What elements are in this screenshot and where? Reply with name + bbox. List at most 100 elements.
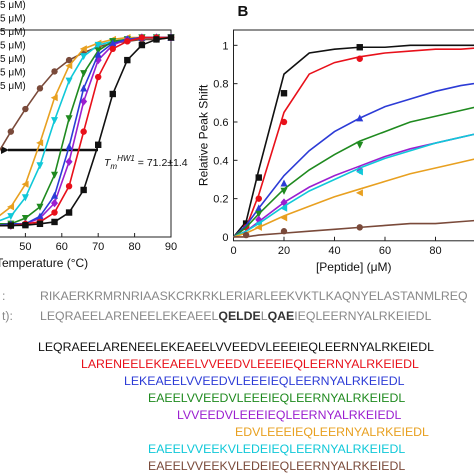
point [255,195,262,202]
sequence-segment: IEQLEERNYALRKEIEDL [294,309,431,323]
point [280,90,288,97]
legend-entry: 5 μM) [0,27,26,38]
sequence: EAEELVVEEDVLEEEIEQLEERNYALRKEIEDL [148,391,405,405]
y-tick-label: 0.6 [213,117,228,129]
x-tick-label: 60 [56,241,68,253]
point [95,141,102,148]
point [280,179,288,187]
point [124,38,131,45]
fit-curve [233,219,474,238]
fit-curve [233,158,474,238]
point [65,209,73,216]
point [7,222,15,229]
x-tick-label: 0 [230,245,236,257]
point [355,189,363,197]
point [22,105,29,113]
sequence-prefix: : [2,289,5,303]
point [51,218,58,226]
annotation-sub: m [110,162,117,171]
point [109,39,117,47]
plot-frame [0,29,172,238]
sequence-segment: QELDE [218,309,260,323]
x-tick-label: 50 [19,241,31,253]
y-tick-label: 0.2 [213,194,228,206]
point [21,194,29,202]
point [167,34,175,41]
point [355,168,363,176]
point [51,191,59,199]
sequence: EDVLEEEIEQLEERNYALRKEIEDL [235,425,429,439]
point [94,50,102,58]
sequence-segment: RIKAERKRMRNRIAASKCRKRKLERIARLEEKVKTLKAQN… [40,289,468,303]
point [280,198,288,207]
point [51,68,58,75]
point [94,41,102,49]
point [51,209,58,216]
annotation: TmHW1 = 71.2±1.4 [104,154,188,171]
point [80,97,88,106]
point [21,214,29,223]
point [80,70,88,78]
y-axis-label: Relative Peak Shift [197,84,211,186]
x-tick-label: 20 [278,245,290,257]
point [65,56,73,64]
point [138,41,146,49]
sequence: LVVEEDVLEEEIEQLEERNYALRKEIEDL [177,408,402,422]
point [7,203,15,211]
x-tick-label: 80 [128,241,140,253]
point [109,90,116,98]
point [242,220,250,227]
sequence: EAEELVVEEKVLEDEIEQLEERNYALRKEIEDL [148,442,405,456]
sequence: LEQRAEELARENEELEKEAEELQELDELQAEIEQLEERNY… [40,309,432,323]
legend-entry: 5 μM) [0,41,26,52]
point [22,221,29,229]
point [65,115,73,123]
fit-curve [232,44,474,238]
point [65,142,73,150]
point [138,34,146,41]
y-tick-label: 0.8 [213,79,228,91]
point [36,220,44,228]
point [80,186,87,194]
point [153,36,160,43]
point [7,213,15,221]
point [7,128,15,135]
point [80,128,87,135]
annotation-symbol: T [104,157,112,169]
sequence: LARENEELEKEAEELVVEEDVLEEEIEQLEERNYALRKEI… [81,357,419,371]
point [255,204,263,212]
legend-entry: 5 μM) [0,68,26,79]
point [356,55,363,62]
x-tick-label: 60 [379,245,391,257]
point [65,77,73,85]
x-tick-label: 90 [165,241,177,253]
point [50,94,58,102]
legend-entry: 5 μM) [0,54,26,65]
plot-frame [233,29,474,242]
x-axis-label: [Peptide] (μM) [316,260,392,274]
fit-curve [233,106,474,238]
point [95,73,102,81]
point [80,53,88,61]
point [254,223,262,231]
sequence: LEQRAEELARENEELEKEAEELVVEEDVLEEEIEQLEERN… [38,340,434,354]
point [280,228,288,235]
point [51,198,59,208]
y-tick-label: 1 [222,40,228,52]
point [36,203,44,211]
point [109,45,116,53]
point [65,62,73,70]
sequence-segment: L [261,309,268,323]
panel-label: B [238,3,249,20]
point [51,171,59,179]
point [356,141,364,149]
point [36,139,44,147]
legend-entry: 5 μM) [0,81,26,92]
point [280,204,288,212]
legend-entry: 5 μM) [0,14,26,25]
annotation-sup: HW1 [117,154,135,163]
sequence-prefix: t): [2,309,13,323]
sequence-segment: LEQRAEELARENEELEKEAEEL [40,309,219,323]
